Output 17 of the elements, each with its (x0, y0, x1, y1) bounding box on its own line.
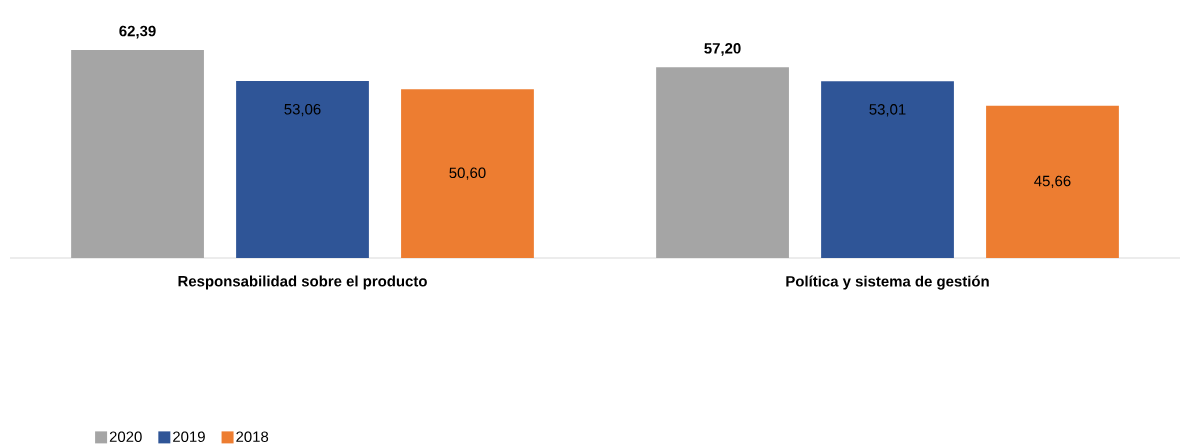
data-label: 50,60 (449, 167, 486, 180)
x-tick-label: Política y sistema de gestión (786, 275, 989, 290)
data-label: 53,01 (869, 104, 906, 117)
bar (986, 105, 1119, 258)
data-label: 62,39 (119, 25, 156, 39)
bar (236, 81, 369, 258)
bar (821, 81, 954, 258)
bar (656, 67, 789, 258)
legend-label: 2020 (109, 431, 142, 442)
x-tick-label: Responsabilidad sobre el producto (178, 275, 427, 290)
bar (401, 89, 534, 258)
data-label: 57,20 (704, 43, 741, 56)
data-label: 45,66 (1034, 175, 1071, 189)
legend-label: 2019 (173, 431, 205, 442)
data-label: 53,06 (284, 103, 321, 117)
legend-label: 2018 (236, 431, 269, 442)
bar (71, 50, 204, 258)
